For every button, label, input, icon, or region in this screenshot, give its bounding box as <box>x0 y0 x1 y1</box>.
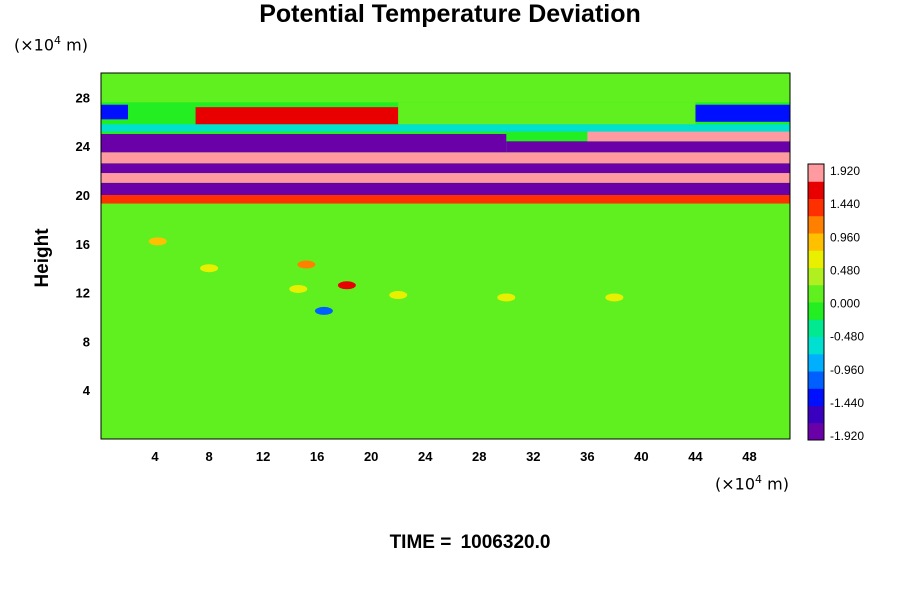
y-axis-label: Height <box>32 228 53 288</box>
heatmap-feature-4 <box>314 306 333 315</box>
colorbar-segment <box>808 353 824 372</box>
heatmap-field <box>101 73 790 439</box>
x-tick-label: 44 <box>688 449 703 464</box>
colorbar-label: 0.960 <box>830 230 860 244</box>
colorbar-segment <box>808 267 824 286</box>
x-tick-label: 8 <box>205 449 212 464</box>
colorbar-label: -0.960 <box>830 363 864 377</box>
heatmap-band-0 <box>101 203 790 439</box>
y-tick-label: 20 <box>76 188 90 203</box>
colorbar-segment <box>808 388 824 406</box>
chart-title: Potential Temperature Deviation <box>259 0 641 28</box>
y-tick-label: 24 <box>76 139 91 154</box>
colorbar-segment <box>808 215 824 234</box>
y-tick-labels: 4 8 12 16 20 24 28 <box>76 90 91 398</box>
colorbar-segment <box>808 319 824 337</box>
colorbar-label: 0.000 <box>830 297 860 311</box>
heatmap-band-4 <box>101 163 790 174</box>
x-tick-label: 16 <box>310 449 324 464</box>
x-tick-label: 48 <box>742 449 756 464</box>
y-tick-label: 16 <box>76 237 90 252</box>
x-tick-label: 32 <box>526 449 540 464</box>
heatmap-band-8 <box>587 131 790 142</box>
colorbar-label: -1.920 <box>830 429 864 443</box>
time-label: TIME = 1006320.0 <box>0 532 900 554</box>
colorbar-label: 0.480 <box>830 263 860 277</box>
plot-frame <box>100 72 791 440</box>
colorbar-segment <box>808 336 824 355</box>
x-tick-label: 40 <box>634 449 648 464</box>
x-tick-label: 12 <box>256 449 270 464</box>
x-tick-label: 20 <box>364 449 378 464</box>
colorbar-label: 1.440 <box>830 197 860 211</box>
colorbar-labels: 1.920 1.440 0.960 0.480 0.000 -0.480 -0.960 -1.… <box>830 164 864 443</box>
time-value: 1006320.0 <box>460 532 551 553</box>
heatmap-feature-2 <box>289 284 308 293</box>
x-tick-label: 4 <box>151 449 159 464</box>
x-tick-label: 24 <box>418 449 433 464</box>
heatmap-band-11 <box>101 104 129 120</box>
heatmap-band-10 <box>195 107 399 125</box>
heatmap-feature-8 <box>605 293 624 302</box>
colorbar-segment <box>808 302 824 320</box>
heatmap-band-1 <box>101 195 790 204</box>
colorbar-label: -1.440 <box>830 396 864 410</box>
heatmap-feature-3 <box>148 237 167 246</box>
heatmap-band-14 <box>101 73 790 103</box>
colorbar-label: -0.480 <box>830 330 864 344</box>
heatmap-feature-0 <box>297 260 316 269</box>
y-tick-label: 28 <box>76 90 90 105</box>
colorbar-frame <box>807 163 825 441</box>
colorbar-segment <box>808 422 824 441</box>
y-tick-label: 4 <box>83 383 91 398</box>
colorbar-segment <box>808 371 824 389</box>
colorbar-segment <box>808 284 824 303</box>
heatmap-feature-7 <box>497 293 516 302</box>
heatmap-band-9 <box>101 124 790 132</box>
colorbar-segment <box>808 233 824 251</box>
y-tick-label: 8 <box>83 334 90 349</box>
heatmap-band-3 <box>101 173 790 183</box>
heatmap-band-12 <box>695 104 790 122</box>
heatmap-band-7 <box>506 141 790 153</box>
colorbar-label: 1.920 <box>830 164 860 178</box>
colorbar-segment <box>808 250 824 268</box>
colorbar-segment <box>808 405 824 424</box>
heatmap-band-13 <box>398 102 696 125</box>
heatmap-feature-5 <box>200 264 219 273</box>
heatmap-feature-1 <box>337 281 356 290</box>
heatmap-band-2 <box>101 182 790 195</box>
heatmap-feature-6 <box>389 291 408 300</box>
x-tick-label: 28 <box>472 449 486 464</box>
colorbar-segment <box>808 164 824 182</box>
y-tick-label: 12 <box>76 286 90 301</box>
heatmap-band-6 <box>101 134 507 153</box>
heatmap-band-5 <box>101 152 790 164</box>
time-prefix: TIME = <box>389 532 457 553</box>
y-axis-unit: (×104 m) <box>14 34 88 55</box>
x-axis-unit: (×104 m) <box>715 473 789 494</box>
colorbar <box>807 163 825 441</box>
x-tick-labels: 4 8 12 16 20 24 28 32 36 40 44 48 <box>151 449 756 464</box>
colorbar-segment <box>808 181 824 199</box>
x-tick-label: 36 <box>580 449 594 464</box>
colorbar-segment <box>808 198 824 217</box>
